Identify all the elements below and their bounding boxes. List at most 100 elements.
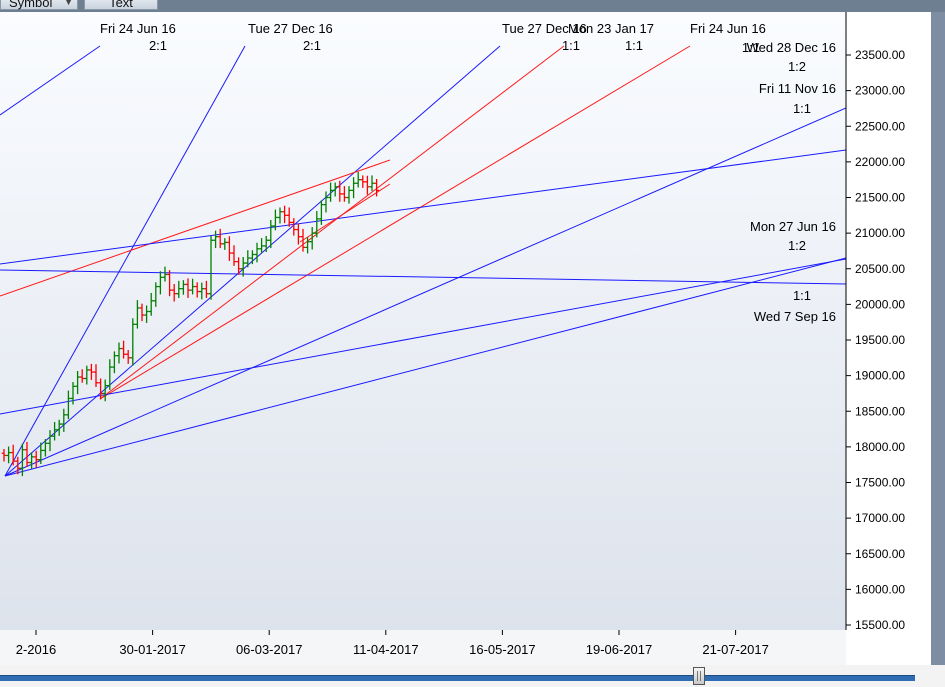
- price-bar[interactable]: [61, 408, 67, 432]
- price-bar[interactable]: [374, 178, 379, 197]
- price-bar[interactable]: [135, 300, 140, 329]
- chevron-down-icon[interactable]: ▼: [64, 0, 73, 7]
- price-bar[interactable]: [181, 280, 186, 295]
- scroll-thumb[interactable]: [693, 667, 705, 685]
- price-bar[interactable]: [305, 237, 310, 254]
- price-bar[interactable]: [240, 256, 246, 277]
- price-bar[interactable]: [263, 235, 269, 253]
- price-bar[interactable]: [70, 382, 76, 405]
- price-bar[interactable]: [125, 349, 131, 364]
- price-bar[interactable]: [300, 228, 306, 252]
- price-bar[interactable]: [24, 441, 30, 467]
- price-bar[interactable]: [116, 342, 122, 364]
- price-bar[interactable]: [112, 351, 117, 374]
- fan-line[interactable]: [0, 149, 846, 265]
- price-bar[interactable]: [273, 209, 278, 231]
- fan-line[interactable]: [0, 269, 846, 285]
- price-bar[interactable]: [217, 228, 223, 249]
- price-bar[interactable]: [52, 421, 57, 441]
- price-bar[interactable]: [6, 446, 11, 464]
- price-bar[interactable]: [84, 365, 90, 385]
- price-bar[interactable]: [167, 270, 172, 297]
- price-bar[interactable]: [66, 390, 71, 420]
- price-bar[interactable]: [190, 278, 195, 295]
- price-bar[interactable]: [245, 250, 251, 268]
- price-bar[interactable]: [319, 200, 324, 225]
- price-bar[interactable]: [20, 443, 25, 477]
- price-bar[interactable]: [10, 444, 16, 466]
- fan-line[interactable]: [0, 159, 391, 297]
- price-bars[interactable]: [1, 171, 379, 477]
- price-bar[interactable]: [79, 369, 85, 383]
- price-bar[interactable]: [194, 282, 200, 298]
- price-bar[interactable]: [346, 186, 352, 204]
- fan-line[interactable]: [0, 258, 846, 415]
- price-bar[interactable]: [56, 419, 62, 436]
- price-bar[interactable]: [351, 177, 356, 199]
- price-bar[interactable]: [286, 207, 292, 227]
- price-bar[interactable]: [268, 219, 274, 249]
- price-bar[interactable]: [332, 182, 338, 197]
- fan-line[interactable]: [299, 183, 391, 243]
- price-bar[interactable]: [171, 284, 177, 302]
- price-bar[interactable]: [231, 245, 237, 266]
- chart-svg[interactable]: 23500.00 23000.00 22500.00 22000.00 21500.00…: [0, 12, 945, 665]
- price-bar[interactable]: [144, 305, 149, 323]
- fan-line[interactable]: [0, 45, 101, 116]
- fan-line[interactable]: [99, 45, 691, 400]
- price-bar[interactable]: [208, 235, 214, 300]
- tab-text[interactable]: Text: [84, 0, 158, 10]
- fan-line[interactable]: [99, 45, 565, 400]
- price-bar[interactable]: [277, 207, 283, 224]
- price-bar[interactable]: [148, 292, 154, 316]
- chart-area[interactable]: 23500.00 23000.00 22500.00 22000.00 21500.00…: [0, 12, 945, 665]
- price-bar[interactable]: [355, 171, 361, 188]
- price-bar[interactable]: [296, 223, 301, 245]
- price-bar[interactable]: [282, 205, 287, 224]
- fan-line[interactable]: [4, 257, 846, 477]
- price-bar[interactable]: [93, 364, 99, 388]
- price-bar[interactable]: [204, 280, 209, 298]
- price-bar[interactable]: [102, 379, 108, 402]
- price-bar[interactable]: [185, 278, 191, 298]
- price-bar[interactable]: [259, 238, 264, 254]
- price-bar[interactable]: [342, 186, 347, 202]
- price-bar[interactable]: [158, 271, 163, 295]
- price-bar[interactable]: [130, 318, 136, 366]
- price-bar[interactable]: [15, 456, 21, 475]
- price-bar[interactable]: [29, 452, 34, 469]
- price-bar[interactable]: [38, 442, 44, 464]
- price-bar[interactable]: [250, 250, 255, 265]
- price-bar[interactable]: [309, 227, 315, 250]
- fan-line[interactable]: [4, 45, 246, 477]
- price-bar[interactable]: [162, 266, 168, 282]
- price-bar[interactable]: [227, 236, 232, 261]
- price-bar[interactable]: [369, 175, 375, 192]
- price-bar[interactable]: [43, 439, 48, 457]
- price-bar[interactable]: [328, 182, 333, 202]
- price-bar[interactable]: [89, 363, 94, 380]
- price-bar[interactable]: [254, 242, 260, 263]
- price-bar[interactable]: [107, 359, 113, 390]
- price-bar[interactable]: [365, 175, 370, 195]
- price-bar[interactable]: [213, 230, 218, 249]
- fan-lines[interactable]: [0, 45, 846, 477]
- price-bar[interactable]: [323, 191, 329, 213]
- price-bar[interactable]: [139, 303, 145, 322]
- price-bar[interactable]: [98, 378, 103, 400]
- scroll-track[interactable]: [0, 675, 915, 681]
- price-bar[interactable]: [314, 211, 320, 238]
- price-bar[interactable]: [1, 449, 7, 462]
- price-bar[interactable]: [121, 340, 126, 359]
- price-bar[interactable]: [153, 282, 159, 307]
- price-bar[interactable]: [33, 450, 39, 468]
- price-bar[interactable]: [222, 238, 228, 250]
- price-bar[interactable]: [337, 180, 343, 202]
- horizontal-scrollbar[interactable]: [0, 665, 945, 687]
- price-bar[interactable]: [199, 282, 205, 300]
- price-bar[interactable]: [75, 370, 80, 395]
- price-bar[interactable]: [291, 218, 297, 236]
- price-bar[interactable]: [360, 175, 366, 188]
- price-bar[interactable]: [236, 257, 241, 275]
- price-bar[interactable]: [176, 280, 182, 298]
